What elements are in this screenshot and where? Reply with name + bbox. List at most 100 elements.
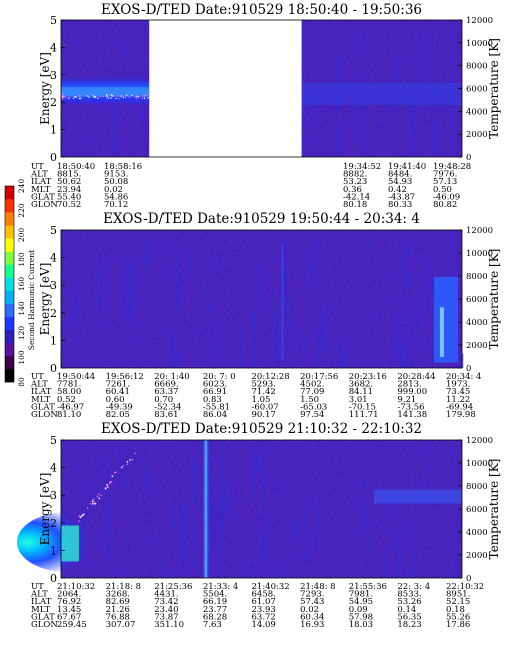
ephemeris-row-label: ILAT [31, 387, 52, 397]
ephemeris-cell: 14.09 [252, 620, 276, 630]
ephemeris-cell: -43.87 [388, 192, 415, 202]
y-tick-label: 3 [50, 489, 57, 502]
y-right-tick-label: 12000 [466, 16, 493, 26]
y-tick-label: 5 [50, 434, 57, 447]
ephemeris-cell: 57.43 [300, 597, 324, 607]
ephemeris-cell: 23.40 [154, 605, 178, 615]
ephemeris-cell: 80.82 [433, 200, 457, 210]
ephemeris-cell: 7261. [106, 380, 130, 390]
ephemeris-cell: 68.28 [203, 612, 227, 622]
y-axis-label: Energy [eV] [38, 263, 52, 336]
ephemeris-row-label: MLT [31, 395, 51, 405]
ephemeris-cell: 17.86 [446, 620, 470, 630]
y-right-axis-label: Temperature [K] [487, 249, 501, 350]
ephemeris-cell: -73.56 [397, 402, 424, 412]
y-right-axis-label: Temperature [K] [487, 38, 501, 139]
y-tick-label: 0 [50, 362, 57, 375]
ephemeris-cell: -46.09 [433, 192, 460, 202]
colorbar-cell [5, 225, 14, 239]
ephemeris-cell: 23.94 [57, 185, 81, 195]
y-axis-left: 0 1 2 3 4 5 Energy [eV] [38, 434, 65, 585]
panel-3: EXOS-D/TED Date:910529 21:10:32 - 22:10:… [16, 421, 501, 630]
ephemeris-row-label: MLT [31, 605, 51, 615]
colorbar: 240 220 200 180 160 140 120 100 80 Second Harmon… [4, 179, 36, 387]
ephemeris-cell: 19:48:28 [433, 162, 471, 172]
ephemeris-cell: 90.17 [252, 410, 276, 420]
ephemeris-cell: 7293. [300, 590, 324, 600]
ephemeris-cell: 4431. [154, 590, 178, 600]
ephemeris-cell: 67.67 [57, 612, 81, 622]
ephemeris-cell: 351.10 [154, 620, 184, 630]
ephemeris-cell: 259.45 [57, 620, 87, 630]
ephemeris-cell: 20:23:16 [349, 372, 387, 382]
ephemeris-cell: 307.07 [106, 620, 136, 630]
ephemeris-cell: 56.35 [397, 612, 421, 622]
ephemeris-row-label: ILAT [31, 177, 52, 187]
ephemeris-row-label: GLON [31, 200, 58, 210]
y-tick-label: 0 [50, 572, 57, 585]
colorbar-tick-label: 120 [17, 326, 26, 341]
ephemeris-cell: 21:55:36 [349, 582, 387, 592]
y-tick-label: 0 [50, 151, 57, 164]
ephemeris-cell: -69.94 [446, 402, 473, 412]
ephemeris-cell: -52.34 [154, 402, 181, 412]
y-tick-label: 4 [50, 252, 57, 265]
panel-title: EXOS-D/TED Date:910529 21:10:32 - 22:10:… [101, 421, 422, 437]
colorbar-label: Second Harmonic Current [27, 250, 36, 350]
ephemeris-cell: 7976. [433, 170, 457, 180]
y-right-tick-label: 2000 [466, 551, 488, 561]
ephemeris-row-label: GLAT [31, 402, 55, 412]
y-tick-label: 1 [50, 334, 57, 347]
ephemeris-cell: 20:34: 4 [446, 372, 481, 382]
ephemeris-cell: -46.97 [57, 402, 84, 412]
y-right-tick-label: 0 [466, 364, 471, 374]
ephemeris-row-label: ALT [30, 590, 48, 600]
ephemeris-cell: 86.04 [203, 410, 227, 420]
ephemeris-row-label: GLAT [31, 612, 55, 622]
ephemeris-cell: -49.39 [106, 402, 133, 412]
ephemeris-cell: 1.50 [300, 395, 319, 405]
ephemeris-cell: 20: 1:40 [154, 372, 189, 382]
ephemeris-cell: 22: 3: 4 [397, 582, 430, 592]
y-right-tick-label: 6000 [466, 295, 488, 305]
ephemeris-cell: 70.52 [57, 200, 81, 210]
ephemeris-cell: 50.62 [57, 177, 81, 187]
ephemeris-cell: 7781. [57, 380, 81, 390]
ephemeris-cell: 1973. [446, 380, 470, 390]
y-axis-label: Energy [eV] [38, 473, 52, 546]
y-tick-label: 5 [50, 14, 57, 27]
ephemeris-cell: 55.26 [446, 612, 470, 622]
ephemeris-cell: 84.11 [349, 387, 373, 397]
colorbar-tick-label: 180 [17, 252, 26, 267]
data-gap [149, 20, 302, 157]
ephemeris-cell: 2813. [397, 380, 421, 390]
ephemeris-cell: 8882. [343, 170, 367, 180]
ephemeris-cell: 18:58:16 [104, 162, 142, 172]
y-tick-label: 2 [50, 307, 57, 320]
ephemeris-cell: 20:28:44 [397, 372, 435, 382]
colorbar-tick-label: 220 [17, 203, 26, 218]
y-axis-left: 0 1 2 3 4 5 Energy [eV] [38, 224, 65, 375]
y-tick-label: 3 [50, 69, 57, 82]
ephemeris-cell: 11.22 [446, 395, 470, 405]
ephemeris-cell: 23.93 [252, 605, 276, 615]
ephemeris-cell: -60.07 [252, 402, 279, 412]
colorbar-cell [5, 238, 14, 252]
ephemeris-cell: 8951. [446, 590, 470, 600]
ephemeris-cell: 80.33 [388, 200, 412, 210]
ephemeris-cell: 6023. [203, 380, 227, 390]
y-axis-right: 0 2000 4000 6000 8000 10000 12000 Temperature [… [458, 226, 501, 374]
y-tick-label: 2 [50, 517, 57, 530]
ephemeris-cell: 0.36 [343, 185, 362, 195]
heatmap-streaks [63, 230, 464, 368]
ephemeris-cell: 71.42 [252, 387, 276, 397]
ephemeris-cell: 73.45 [446, 387, 470, 397]
ephemeris-cell: 76.92 [57, 597, 81, 607]
ephemeris-cell: 111.71 [349, 410, 379, 420]
ephemeris-cell: 8533. [397, 590, 421, 600]
ephemeris-cell: 18:50:40 [57, 162, 95, 172]
ephemeris-cell: 179.98 [446, 410, 476, 420]
ephemeris-cell: 0.14 [397, 605, 416, 615]
y-right-tick-label: 8000 [466, 482, 488, 492]
